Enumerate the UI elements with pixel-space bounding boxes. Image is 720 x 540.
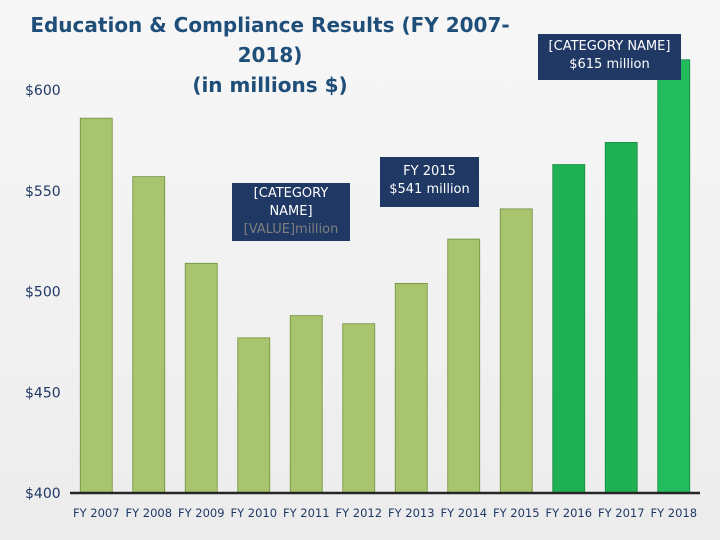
bar [289,315,323,494]
bar [237,337,271,494]
bar [604,141,638,494]
bar [552,164,586,494]
x-tick-label: FY 2013 [388,506,435,520]
bar [499,208,533,494]
bar [79,117,113,494]
x-tick-label: FY 2015 [493,506,540,520]
annotation-fy2010-line1: [CATEGORY [253,186,329,201]
bar [342,323,376,494]
annotation-fy2015-line2: $541 million [389,182,470,197]
y-tick-label: $500 [25,285,61,301]
x-tick-label: FY 2009 [178,506,225,520]
annotation-fy2018: [CATEGORY NAME] $615 million [538,34,681,80]
annotation-fy2018-line2: $615 million [569,57,650,72]
annotation-fy2010: [CATEGORY NAME] [VALUE]million [232,183,350,241]
bar [657,59,691,494]
bar [184,262,218,494]
x-tick-label: FY 2011 [283,506,330,520]
x-tick-label: FY 2010 [230,506,277,520]
y-tick-label: $600 [25,83,61,99]
x-tick-label: FY 2016 [545,506,592,520]
annotation-fy2010-line3: [VALUE]million [243,222,339,237]
annotation-fy2010-line2: NAME] [269,204,313,219]
bar [447,238,481,494]
y-tick-label: $450 [25,385,61,401]
x-tick-label: FY 2012 [335,506,382,520]
chart-subtitle: (in millions $) [192,73,348,97]
y-tick-label: $400 [25,486,61,502]
y-tick-label: $550 [25,184,61,200]
x-tick-label: FY 2007 [73,506,120,520]
x-tick-label: FY 2017 [598,506,645,520]
x-tick-label: FY 2018 [650,506,697,520]
annotation-fy2018-line1: [CATEGORY NAME] [548,39,671,54]
chart-title: Education & Compliance Results (FY 2007-… [0,10,540,100]
x-tick-label: FY 2014 [440,506,487,520]
bar [394,283,428,494]
bar [132,176,166,494]
x-tick-label: FY 2008 [125,506,172,520]
annotation-fy2015-line1: FY 2015 [403,164,456,179]
annotation-fy2015: FY 2015 $541 million [380,157,479,207]
chart-title-line: Education & Compliance Results (FY 2007-… [30,13,510,67]
